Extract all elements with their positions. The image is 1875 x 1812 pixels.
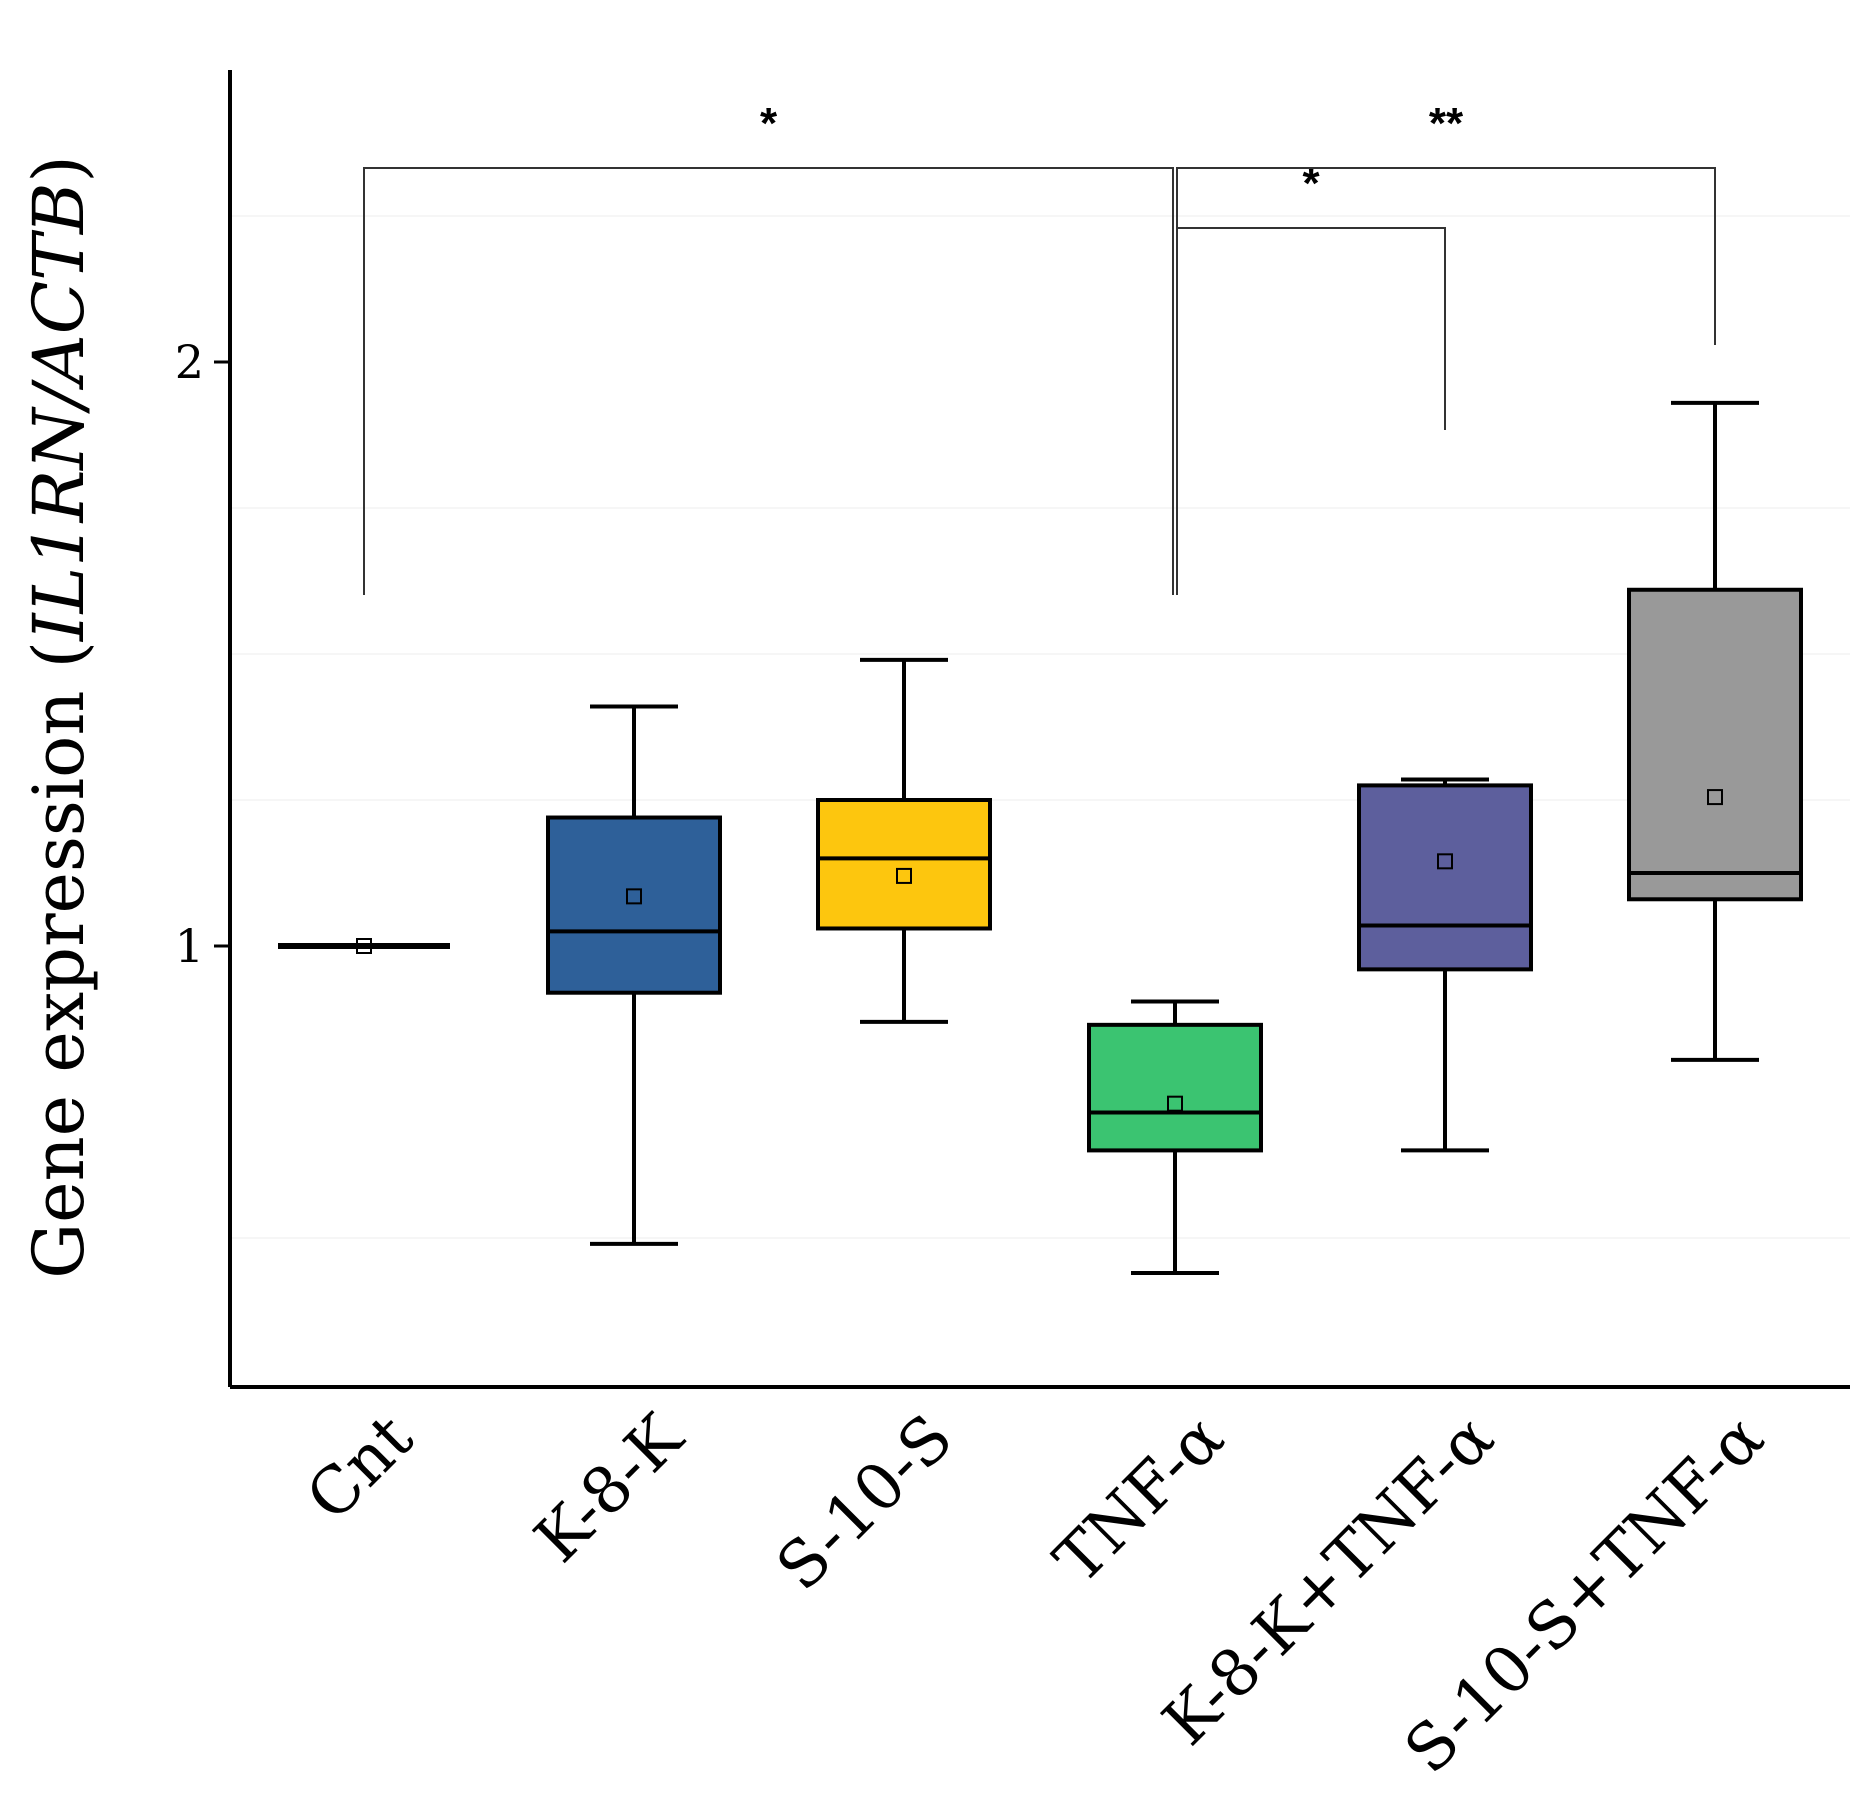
box-group	[546, 704, 722, 1246]
significance-bracket: **	[1176, 99, 1716, 595]
box-group	[816, 657, 992, 1024]
box-group	[278, 938, 450, 954]
y-axis-label-suffix: )	[18, 155, 100, 182]
significance-label: *	[1302, 159, 1320, 208]
y-axis-label-prefix: Gene expression (	[18, 641, 100, 1279]
mean-marker	[896, 867, 912, 884]
mean-marker	[356, 938, 372, 954]
mean-marker	[1707, 789, 1723, 806]
bracket-line	[363, 167, 1174, 595]
box-group	[1357, 777, 1533, 1153]
mean-marker	[626, 888, 642, 905]
box-iqr	[816, 798, 992, 931]
box-group	[1627, 400, 1803, 1062]
y-tick-label: 1	[175, 919, 204, 973]
significance-label: *	[760, 99, 778, 148]
mean-marker	[1437, 853, 1453, 870]
y-axis-label: Gene expression (IL1RN/ACTB)	[18, 155, 100, 1279]
box-group	[1087, 999, 1263, 1276]
mean-marker	[1167, 1095, 1183, 1112]
y-tick-label: 2	[175, 335, 204, 389]
box-iqr	[1357, 783, 1533, 972]
box-iqr	[1087, 1022, 1263, 1153]
y-axis-label-gene: IL1RN/ACTB	[18, 183, 100, 643]
bracket-line	[1176, 167, 1716, 595]
significance-label: **	[1429, 99, 1464, 148]
significance-bracket: *	[363, 99, 1174, 595]
box-iqr	[546, 815, 722, 995]
box-iqr	[1627, 587, 1803, 902]
